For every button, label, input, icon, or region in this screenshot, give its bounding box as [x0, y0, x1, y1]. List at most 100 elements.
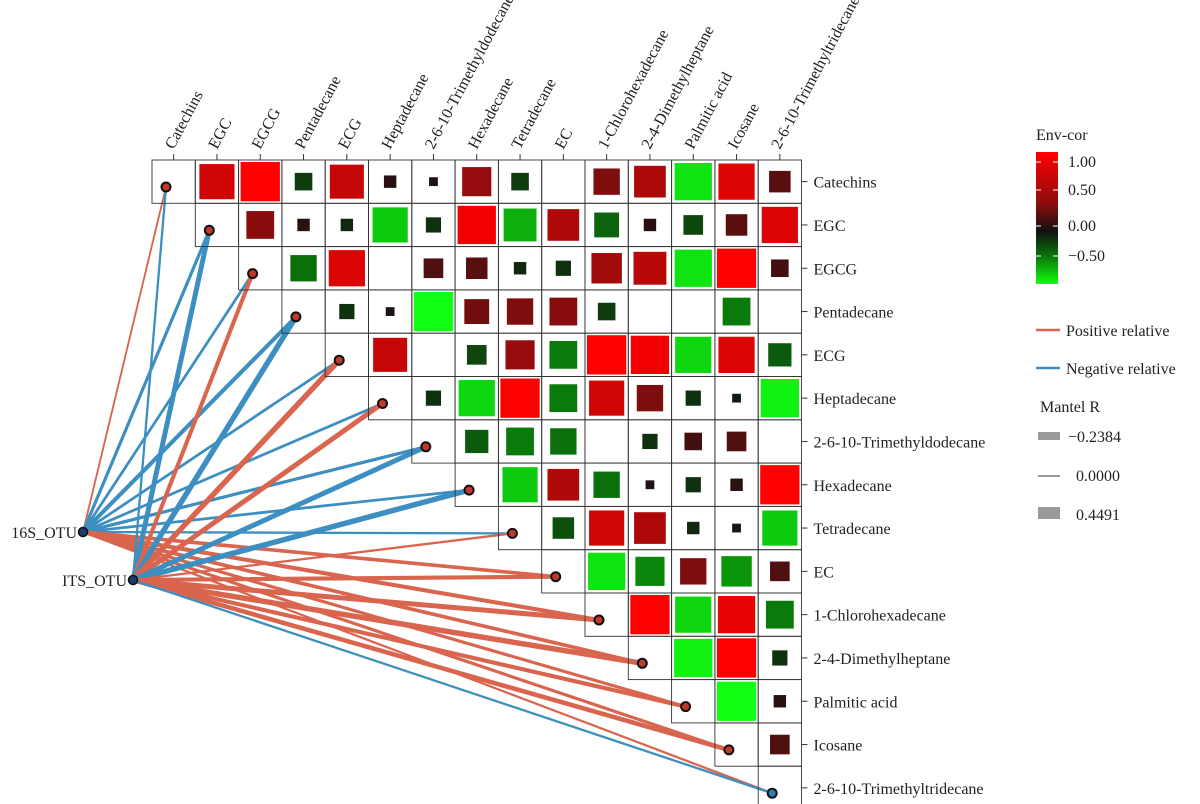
- link-16s-otu-ecg: [81, 358, 341, 534]
- cell-2-6-10-trimethyldodecane-2-4-dimethylheptane: [642, 433, 658, 450]
- grid-cell-egc-egc: [194, 202, 240, 248]
- link-16s-otu-egcg: [81, 272, 254, 534]
- cell-catechins-2-4-dimethylheptane: [634, 165, 666, 198]
- cell-ecg-2-6-10-trimethyltridecane: [768, 343, 792, 367]
- cell-2-4-dimethylheptane-icosane: [716, 638, 757, 678]
- grid-cell-2-6-10-trimethyldodecane-2-6-10-trimethyldodecane: [411, 419, 456, 464]
- cell-ec-2-6-10-trimethyltridecane: [770, 561, 790, 582]
- cell-egcg-2-4-dimethylheptane: [633, 251, 667, 285]
- heatmap-grid-layer: [151, 159, 802, 804]
- cell-egc-heptadecane: [372, 207, 408, 243]
- cell-ecg-tetradecane: [505, 340, 535, 370]
- cell-heptadecane-2-4-dimethylheptane: [636, 384, 664, 412]
- cell-egc-ec: [547, 209, 580, 241]
- grid-cell-catechins-ec: [541, 159, 586, 204]
- cell-egcg-pentadecane: [290, 255, 317, 282]
- cell-pentadecane-ec: [549, 297, 578, 326]
- cell-egc-ecg: [340, 218, 354, 232]
- link-node-ec: [550, 571, 562, 583]
- grid-cell-ecg-2-6-10-trimethyldodecane: [411, 332, 456, 377]
- cell-palmitic-acid-2-6-10-trimethyltridecane: [773, 695, 787, 708]
- cell-catechins-hexadecane: [462, 167, 492, 197]
- cell-tetradecane-ec: [552, 517, 575, 539]
- grid-cell-ec-ec: [541, 549, 586, 594]
- cell-ecg-heptadecane: [373, 337, 408, 372]
- source-label-16s-otu: 16S_OTU: [11, 525, 77, 542]
- link-node-tetradecane: [506, 527, 518, 539]
- cell-1-chlorohexadecane-2-4-dimethylheptane: [630, 595, 670, 635]
- cell-catechins-icosane: [718, 163, 755, 200]
- cell-egc-2-6-10-trimethyldodecane: [425, 217, 442, 233]
- col-label-ec: EC: [552, 126, 577, 152]
- link-its-otu-egcg: [130, 271, 255, 583]
- link-16s-otu-2-6-10-trimethyldodecane: [81, 445, 428, 534]
- cell-catechins-tetradecane: [511, 172, 529, 191]
- link-its-otu-2-4-dimethylheptane: [130, 577, 646, 667]
- link-nodes-layer: 16S_OTU ITS_OTU: [11, 181, 778, 799]
- cell-catechins-heptadecane: [383, 175, 397, 188]
- row-label-heptadecane: Heptadecane: [814, 391, 897, 408]
- cell-hexadecane-ec: [547, 468, 580, 501]
- cell-catechins-egcg: [240, 162, 280, 202]
- grid-cell-icosane-icosane: [714, 722, 759, 767]
- cell-heptadecane-1-chlorohexadecane: [589, 380, 625, 416]
- row-label-2-4-dimethylheptane: 2-4-Dimethylheptane: [814, 651, 951, 668]
- cell-catechins-egc: [199, 164, 235, 200]
- cell-hexadecane-2-4-dimethylheptane: [645, 480, 655, 490]
- heatmap-cells-layer: [199, 162, 800, 755]
- legend-size-swatch-2: [1038, 475, 1060, 477]
- cell-egcg-ecg: [328, 250, 365, 287]
- grid-cell-pentadecane-palmitic-acid: [671, 289, 716, 334]
- cell-ec-2-4-dimethylheptane: [635, 556, 665, 586]
- cell-pentadecane-1-chlorohexadecane: [597, 302, 616, 321]
- cell-heptadecane-tetradecane: [500, 378, 540, 418]
- cell-egcg-icosane: [716, 248, 757, 288]
- grid-cell-egcg-heptadecane: [368, 246, 413, 291]
- cell-egcg-tetradecane: [513, 262, 527, 275]
- source-label-its-otu: ITS_OTU: [62, 573, 127, 590]
- grid-cell-2-6-10-trimethyldodecane-1-chlorohexadecane: [584, 419, 629, 464]
- row-label-1-chlorohexadecane: 1-Chlorohexadecane: [814, 608, 946, 625]
- col-label-catechins: Catechins: [162, 88, 207, 152]
- cell-2-4-dimethylheptane-palmitic-acid: [674, 638, 713, 678]
- link-node-hexadecane: [463, 484, 475, 496]
- grid-cell-palmitic-acid-palmitic-acid: [671, 679, 716, 724]
- grid-cell-hexadecane-hexadecane: [454, 462, 499, 507]
- link-node-pentadecane: [290, 311, 302, 323]
- row-label-egcg: EGCG: [814, 261, 858, 278]
- cell-2-4-dimethylheptane-2-6-10-trimethyltridecane: [772, 650, 788, 666]
- col-label-ecg: ECG: [335, 115, 365, 152]
- cell-tetradecane-2-4-dimethylheptane: [634, 512, 666, 544]
- cell-ecg-2-4-dimethylheptane: [630, 335, 670, 375]
- colorbar-label-2: 0.00: [1068, 218, 1096, 235]
- cell-tetradecane-icosane: [732, 523, 741, 533]
- legend-negative-label: Negative relative: [1066, 361, 1176, 378]
- grid-cell-tetradecane-tetradecane: [497, 505, 543, 551]
- cell-catechins-2-6-10-trimethyltridecane: [769, 170, 791, 193]
- cell-ec-1-chlorohexadecane: [588, 552, 626, 590]
- link-node-2-6-10-trimethyltridecane: [766, 787, 778, 799]
- row-label-hexadecane: Hexadecane: [814, 478, 892, 495]
- link-16s-otu-1-chlorohexadecane: [80, 529, 602, 623]
- link-its-otu-pentadecane: [130, 314, 299, 583]
- cell-pentadecane-2-6-10-trimethyldodecane: [413, 291, 454, 332]
- cell-tetradecane-palmitic-acid: [687, 521, 700, 535]
- link-node-heptadecane: [377, 398, 388, 409]
- row-label-icosane: Icosane: [814, 738, 863, 755]
- cell-egc-2-6-10-trimethyltridecane: [761, 206, 798, 244]
- row-label-ec: EC: [814, 564, 834, 581]
- cell-egc-pentadecane: [297, 218, 310, 232]
- row-label-2-6-10-trimethyltridecane: 2-6-10-Trimethyltridecane: [814, 781, 984, 798]
- cell-ecg-ec: [549, 340, 578, 369]
- colorbar-label-0: 1.00: [1068, 154, 1096, 171]
- legend-size-swatch-1: [1038, 432, 1060, 440]
- cell-egcg-2-6-10-trimethyldodecane: [423, 258, 444, 279]
- colorbar-label-1: 0.50: [1068, 182, 1096, 199]
- link-its-otu-1-chlorohexadecane: [130, 577, 602, 623]
- legend-color-title: Env-cor: [1036, 127, 1088, 144]
- cell-2-6-10-trimethyldodecane-tetradecane: [506, 427, 534, 456]
- cell-catechins-pentadecane: [294, 172, 313, 191]
- cell-hexadecane-tetradecane: [502, 467, 538, 503]
- link-its-otu-palmitic-acid: [130, 577, 688, 709]
